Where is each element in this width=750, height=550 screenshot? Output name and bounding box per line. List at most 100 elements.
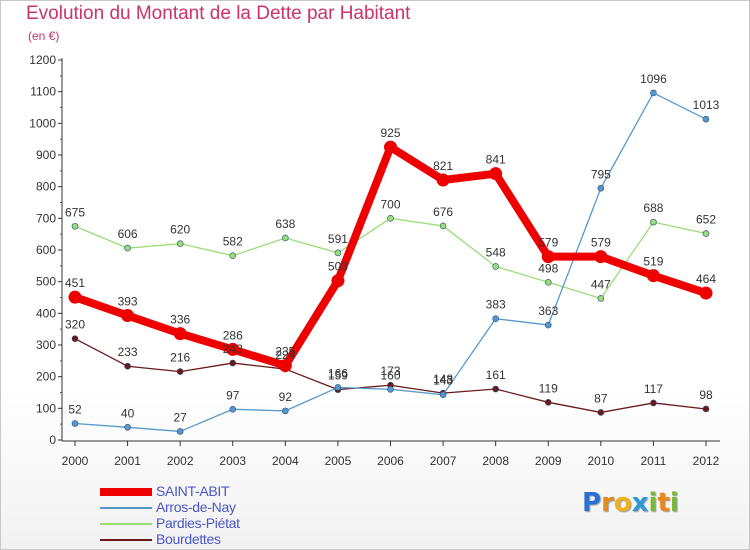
data-label-arros-de-nay: 383 xyxy=(486,298,506,312)
y-tick-label: 1000 xyxy=(29,116,56,130)
x-tick-label: 2002 xyxy=(167,454,194,468)
data-point-arros-de-nay xyxy=(387,386,394,393)
data-point-saint-abit xyxy=(436,173,450,187)
data-label-pardies-pi-tat: 591 xyxy=(328,232,348,246)
x-tick-label: 2005 xyxy=(325,454,352,468)
data-point-pardies-pi-tat xyxy=(124,244,131,252)
data-label-bourdettes: 159 xyxy=(328,369,348,383)
data-point-saint-abit xyxy=(173,327,187,341)
y-tick-label: 100 xyxy=(36,401,56,415)
data-label-pardies-pi-tat: 700 xyxy=(380,197,400,211)
data-label-saint-abit: 464 xyxy=(696,272,716,286)
data-label-bourdettes: 117 xyxy=(644,382,663,396)
data-point-pardies-pi-tat xyxy=(334,249,342,257)
chart-subtitle: (en €) xyxy=(28,29,60,43)
y-tick-label: 300 xyxy=(36,338,56,352)
logo-letter: o xyxy=(613,488,632,518)
data-point-saint-abit xyxy=(331,274,345,288)
data-point-saint-abit xyxy=(646,269,660,283)
series-line-saint-abit xyxy=(71,143,710,370)
data-point-saint-abit xyxy=(278,359,292,373)
data-point-pardies-pi-tat xyxy=(650,218,657,226)
data-point-arros-de-nay xyxy=(282,407,289,415)
data-label-arros-de-nay: 1013 xyxy=(693,98,720,112)
legend-swatch-pardies-pietat xyxy=(100,523,152,525)
x-tick-label: 2003 xyxy=(219,454,246,468)
x-tick-label: 2011 xyxy=(641,454,667,468)
logo-letter: P xyxy=(582,488,602,518)
data-point-arros-de-nay xyxy=(439,391,447,399)
data-point-pardies-pi-tat xyxy=(229,252,237,259)
legend-swatch-bourdettes xyxy=(100,539,152,541)
data-label-bourdettes: 148 xyxy=(433,372,453,386)
data-label-saint-abit: 579 xyxy=(591,236,611,250)
data-point-pardies-pi-tat xyxy=(702,230,710,237)
data-label-arros-de-nay: 795 xyxy=(591,167,611,181)
y-tick-label: 900 xyxy=(36,148,56,162)
data-label-pardies-pi-tat: 675 xyxy=(65,205,85,219)
data-point-saint-abit xyxy=(121,309,135,323)
data-label-pardies-pi-tat: 447 xyxy=(591,277,611,291)
y-tick-label: 700 xyxy=(36,211,56,225)
proxiti-logo: Proxiti xyxy=(582,488,679,518)
data-label-saint-abit: 579 xyxy=(538,236,558,250)
legend-item-bourdettes: Bourdettes xyxy=(100,531,320,548)
data-point-arros-de-nay xyxy=(71,420,79,427)
data-label-saint-abit: 451 xyxy=(65,276,85,290)
data-label-arros-de-nay: 40 xyxy=(121,406,135,420)
x-tick-label: 2007 xyxy=(430,454,457,468)
legend-label-pardies-pietat: Pardies-Piétat xyxy=(156,515,240,531)
data-label-pardies-pi-tat: 638 xyxy=(275,217,295,231)
legend-swatch-saint-abit xyxy=(100,488,152,496)
data-label-saint-abit: 821 xyxy=(433,159,453,173)
data-point-pardies-pi-tat xyxy=(439,222,447,230)
data-point-pardies-pi-tat xyxy=(544,278,552,286)
data-point-saint-abit xyxy=(384,140,397,154)
data-point-arros-de-nay xyxy=(492,315,499,323)
data-label-bourdettes: 243 xyxy=(223,342,243,356)
data-label-saint-abit: 841 xyxy=(486,153,506,167)
data-label-arros-de-nay: 97 xyxy=(226,388,240,402)
data-point-bourdettes xyxy=(71,335,79,342)
data-point-bourdettes xyxy=(544,399,552,406)
data-label-arros-de-nay: 27 xyxy=(173,410,187,424)
y-tick-label: 500 xyxy=(36,275,56,289)
data-point-bourdettes xyxy=(176,368,184,375)
x-tick-label: 2006 xyxy=(377,454,404,468)
data-point-bourdettes xyxy=(597,409,605,416)
data-point-pardies-pi-tat xyxy=(282,234,289,242)
y-tick-label: 0 xyxy=(49,433,56,447)
data-point-arros-de-nay xyxy=(124,424,131,431)
data-label-saint-abit: 393 xyxy=(118,295,138,309)
data-point-saint-abit xyxy=(541,250,555,264)
data-label-arros-de-nay: 92 xyxy=(279,390,293,404)
data-label-bourdettes: 119 xyxy=(539,381,558,395)
data-point-saint-abit xyxy=(489,167,503,181)
data-point-bourdettes xyxy=(124,362,131,370)
data-point-bourdettes xyxy=(650,399,657,407)
legend-label-arros-de-nay: Arros-de-Nay xyxy=(156,499,236,515)
data-label-pardies-pi-tat: 548 xyxy=(486,245,506,259)
data-label-pardies-pi-tat: 606 xyxy=(118,227,138,241)
data-label-bourdettes: 224 xyxy=(275,348,295,362)
data-point-saint-abit xyxy=(699,286,713,300)
x-tick-label: 2010 xyxy=(587,454,614,468)
data-label-bourdettes: 216 xyxy=(170,351,190,365)
logo-letter: i xyxy=(648,488,658,518)
legend-item-arros-de-nay: Arros-de-Nay xyxy=(100,499,320,516)
data-point-pardies-pi-tat xyxy=(71,222,79,230)
data-label-saint-abit: 336 xyxy=(170,313,190,327)
data-label-arros-de-nay: 166 xyxy=(328,366,348,380)
logo-letter: r xyxy=(601,488,614,518)
x-tick-label: 2004 xyxy=(272,454,299,468)
logo-letter: t xyxy=(657,488,670,518)
data-point-arros-de-nay xyxy=(544,321,552,329)
x-tick-label: 2008 xyxy=(482,454,509,468)
data-point-arros-de-nay xyxy=(650,89,657,97)
data-label-bourdettes: 98 xyxy=(699,388,713,402)
legend-label-bourdettes: Bourdettes xyxy=(156,531,221,547)
y-tick-label: 1200 xyxy=(29,53,56,67)
x-tick-label: 2012 xyxy=(693,454,720,468)
